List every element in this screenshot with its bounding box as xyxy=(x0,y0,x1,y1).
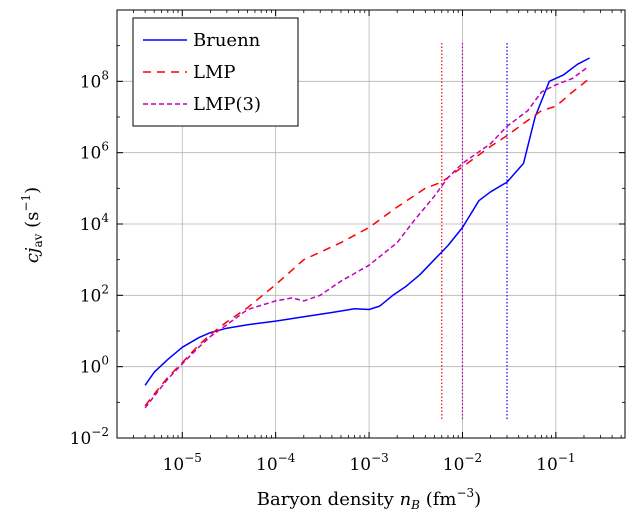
y-tick-label: 102 xyxy=(80,282,109,306)
legend: Bruenn LMP LMP(3) xyxy=(132,17,299,127)
y-tick-label: 10−2 xyxy=(70,425,109,449)
x-tick-label: 10−3 xyxy=(349,451,388,475)
plot-frame xyxy=(116,9,626,439)
y-tick-label: 100 xyxy=(80,354,109,378)
legend-label-lmp3: LMP(3) xyxy=(193,94,261,115)
series-line-lmp xyxy=(144,79,589,407)
series-line-bruenn xyxy=(144,57,590,386)
series-line-lmp3 xyxy=(144,66,589,409)
legend-label-lmp: LMP xyxy=(193,62,236,83)
x-tick-label: 10−5 xyxy=(163,451,202,475)
legend-label-bruenn: Bruenn xyxy=(193,30,261,51)
x-axis-title: Baryon density nB (fm−3) xyxy=(257,486,481,512)
threshold-lines xyxy=(441,43,508,420)
x-tick-label: 10−4 xyxy=(256,451,296,475)
y-tick-label: 104 xyxy=(80,211,110,235)
y-tick-label: 106 xyxy=(80,140,109,164)
y-tick-label: 108 xyxy=(80,68,109,92)
tick-labels: 10−5 10−4 10−3 10−2 10−1 10−2 100 102 104 106 108 xyxy=(70,68,576,475)
y-axis-title: cjav (s−1) xyxy=(19,187,45,263)
series-lines xyxy=(144,57,590,409)
x-tick-label: 10−2 xyxy=(443,451,482,475)
x-tick-label: 10−1 xyxy=(536,451,575,475)
